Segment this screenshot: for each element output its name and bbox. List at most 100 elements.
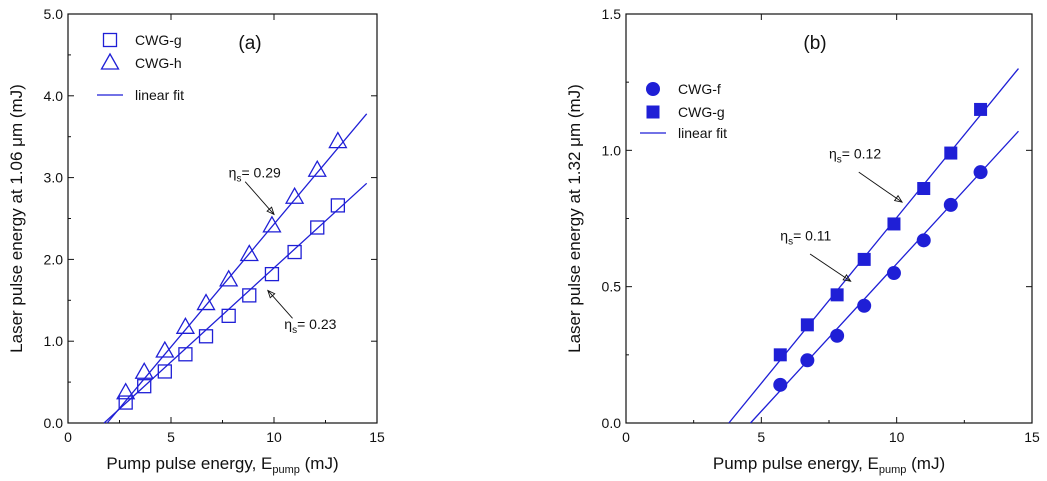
legend-fit-label: linear fit (678, 125, 727, 141)
data-point-cwg-g (974, 102, 988, 116)
y-tick-label: 1.5 (602, 6, 622, 22)
x-tick-label: 5 (167, 429, 175, 445)
legend-marker (646, 82, 660, 96)
annotation-arrow-line (244, 181, 275, 215)
legend-label: CWG-f (678, 81, 721, 97)
x-tick-label: 10 (266, 429, 282, 445)
legend-fit-label: linear fit (135, 87, 184, 103)
fit-line-0 (103, 182, 368, 424)
data-point-cwg-h (284, 186, 305, 204)
legend-label: CWG-g (678, 104, 725, 120)
slope-subscript: s (788, 236, 793, 247)
legend-marker (646, 105, 660, 119)
plot-frame (67, 13, 378, 424)
slope-annotation: ηs= 0.23 (284, 316, 336, 336)
x-tick-label: 0 (64, 429, 72, 445)
legend-label: CWG-g (135, 32, 182, 48)
x-axis-label-unit: (mJ) (300, 454, 339, 473)
data-point-cwg-g (137, 379, 152, 394)
data-point-cwg-g (773, 348, 787, 362)
data-point-cwg-g (944, 146, 958, 160)
data-point-cwg-g (242, 288, 257, 303)
data-point-cwg-h (262, 215, 282, 233)
data-point-cwg-g (198, 329, 214, 344)
data-point-cwg-g (221, 308, 236, 323)
data-point-cwg-h (175, 316, 196, 334)
slope-subscript: s (292, 325, 297, 336)
data-point-cwg-f (886, 266, 901, 281)
data-point-cwg-f (857, 298, 872, 313)
data-point-cwg-g (887, 217, 901, 231)
data-point-cwg-h (196, 293, 216, 311)
y-tick-label: 0.5 (602, 279, 622, 295)
data-point-cwg-g (330, 198, 346, 213)
y-tick-label: 2.0 (44, 251, 64, 267)
x-tick-label: 5 (757, 429, 765, 445)
data-point-cwg-h (116, 382, 136, 400)
y-tick-label: 1.0 (44, 333, 64, 349)
panel-a: 0 5 10 15 0.0 1.0 2.0 3.0 4.0 5.0 Pump pulse energ… (7, 6, 385, 476)
slope-annotation: ηs= 0.29 (229, 165, 281, 185)
data-point-cwg-g (830, 288, 844, 302)
y-tick-label: 4.0 (44, 88, 64, 104)
data-point-cwg-g (178, 347, 193, 362)
data-point-cwg-h (134, 361, 154, 379)
y-axis-label: Laser pulse energy at 1.32 μm (mJ) (565, 84, 584, 353)
slope-annotation: ηs= 0.12 (829, 146, 881, 166)
annotation-arrow-head (842, 274, 852, 282)
data-point-cwg-g (118, 395, 133, 410)
y-tick-label: 1.0 (602, 142, 622, 158)
slope-symbol: η (229, 165, 237, 181)
slope-symbol: η (780, 227, 788, 243)
y-tick-label: 0.0 (602, 415, 622, 431)
x-axis-label: Pump pulse energy, Epump (mJ) (106, 454, 338, 476)
fit-line-1 (728, 68, 1019, 424)
data-point-cwg-g (157, 364, 172, 379)
annotation-arrow-head (267, 289, 276, 299)
data-point-cwg-h (219, 269, 239, 287)
data-point-cwg-g (857, 252, 871, 266)
x-axis-label-main: Pump pulse energy, E (106, 454, 272, 473)
y-tick-label: 0.0 (44, 415, 64, 431)
x-tick-label: 0 (622, 429, 630, 445)
data-point-cwg-g (800, 318, 814, 332)
slope-subscript: s (236, 174, 241, 185)
x-axis-label-unit: (mJ) (906, 454, 945, 473)
data-point-cwg-g (917, 182, 931, 196)
x-axis-label-sub: pump (879, 464, 907, 476)
annotation-arrow-line (809, 253, 851, 282)
x-tick-label: 15 (1024, 429, 1040, 445)
x-axis-label-main: Pump pulse energy, E (713, 454, 879, 473)
slope-value: = 0.11 (793, 227, 831, 243)
x-axis-label-sub: pump (272, 464, 300, 476)
data-point-cwg-g (264, 266, 280, 282)
legend-marker (100, 52, 120, 70)
data-point-cwg-h (239, 244, 259, 262)
annotation-arrow-line (858, 171, 903, 203)
data-point-cwg-h (307, 159, 327, 177)
legend-marker (102, 32, 118, 48)
data-point-cwg-f (800, 353, 815, 368)
data-point-cwg-g (287, 244, 302, 260)
data-point-cwg-f (973, 165, 988, 180)
fit-line-0 (750, 130, 1019, 424)
slope-value: = 0.12 (842, 146, 882, 162)
legend-label: CWG-h (135, 55, 182, 71)
slope-value: = 0.29 (241, 165, 281, 181)
annotation-arrow-head (893, 194, 904, 203)
panel-label: (a) (238, 33, 261, 54)
x-tick-label: 15 (369, 429, 385, 445)
data-point-cwg-f (830, 328, 845, 343)
data-point-cwg-f (773, 377, 788, 392)
annotation-arrow-head (266, 206, 275, 216)
panel-b: 0 5 10 15 0.0 0.5 1.0 1.5 Pump pulse energy, Epu… (565, 6, 1040, 476)
x-axis-label: Pump pulse energy, Epump (mJ) (713, 454, 945, 476)
slope-symbol: η (829, 146, 837, 162)
y-tick-label: 3.0 (44, 170, 64, 186)
annotation-arrow-line (267, 290, 293, 319)
fit-line-1 (106, 113, 368, 424)
data-point-cwg-f (916, 233, 931, 248)
slope-symbol: η (284, 316, 292, 332)
slope-subscript: s (837, 155, 842, 166)
